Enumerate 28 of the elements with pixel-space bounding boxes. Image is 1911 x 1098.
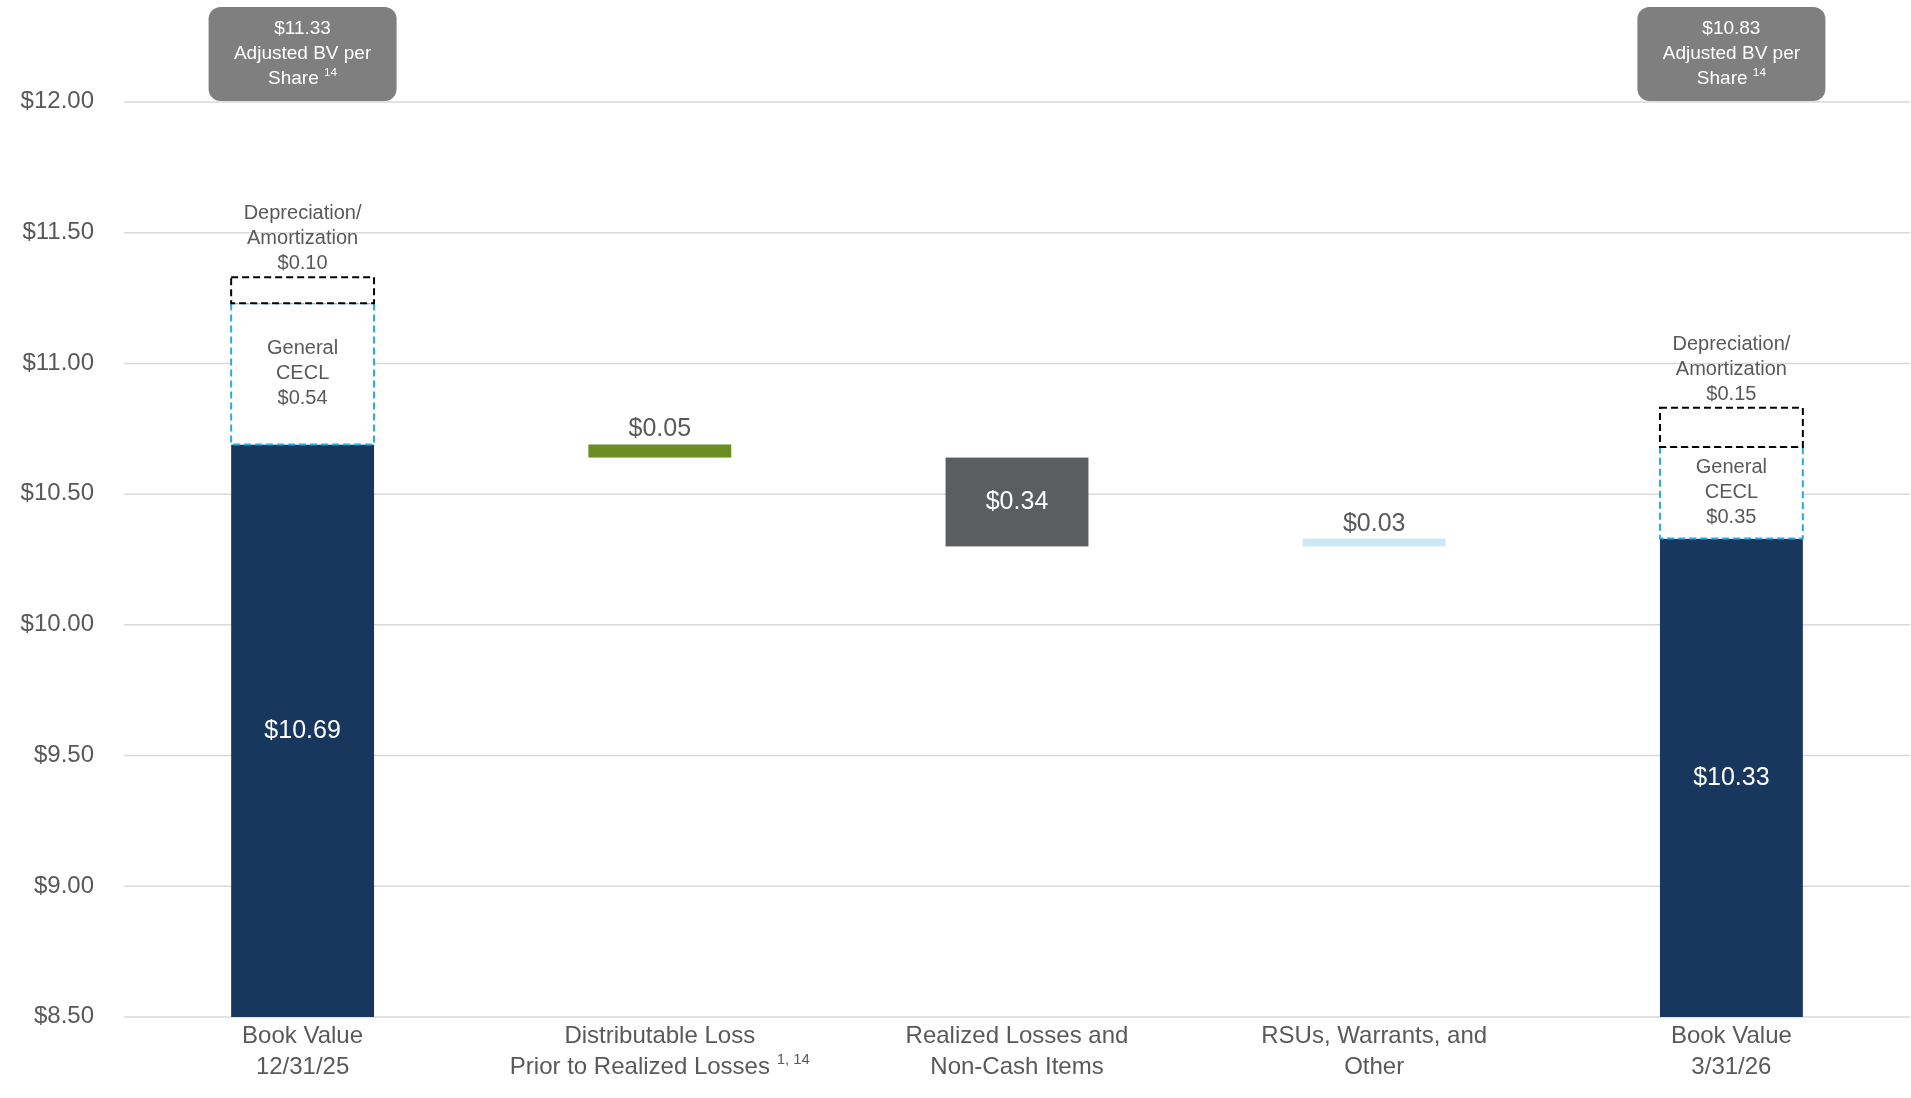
data-label: $0.10 xyxy=(277,251,328,274)
text: $11.33 Adjusted BV per Share $^{14}$ xyxy=(233,17,372,89)
data-label: $10.33 xyxy=(1693,761,1770,790)
x-tick-label: RSUs, Warrants, and Other xyxy=(1261,1020,1488,1079)
y-tick-label: $8.50 xyxy=(33,1001,94,1029)
y-tick-label: $11.50 xyxy=(22,217,94,245)
x-tick-label: Book Value 12/31/25 xyxy=(242,1020,364,1079)
data-label: $10.69 xyxy=(264,714,341,743)
y-tick-label: $10.50 xyxy=(20,478,94,506)
y-tick-label: $11.00 xyxy=(22,347,94,375)
data-label: $0.03 xyxy=(1342,507,1406,536)
x-tick-label: Realized Losses and Non-Cash Items xyxy=(905,1020,1129,1079)
data-label: $0.35 xyxy=(1706,505,1757,528)
series-label: General CECL xyxy=(1695,455,1767,503)
data-label: $0.34 xyxy=(985,485,1049,514)
y-tick-label: $9.00 xyxy=(33,870,94,898)
y-tick-label: $12.00 xyxy=(20,86,94,114)
text: $10.83 Adjusted BV per Share $^{14}$ xyxy=(1662,17,1801,89)
y-tick-label: $9.50 xyxy=(33,739,94,767)
x-tick-label: Distributable Loss Prior to Realized Losses $^{1, 14}$ xyxy=(509,1020,810,1079)
data-label: $0.05 xyxy=(628,413,692,442)
data-label: $0.15 xyxy=(1706,381,1757,404)
y-tick-label: $10.00 xyxy=(20,609,94,637)
x-tick-label: Book Value 3/31/26 xyxy=(1670,1020,1792,1079)
data-label: $0.54 xyxy=(277,386,328,409)
series-label: Depreciation/Amortization xyxy=(1672,331,1791,379)
text: Depreciation/Amortization xyxy=(243,201,362,249)
text: General CECL xyxy=(267,336,339,384)
